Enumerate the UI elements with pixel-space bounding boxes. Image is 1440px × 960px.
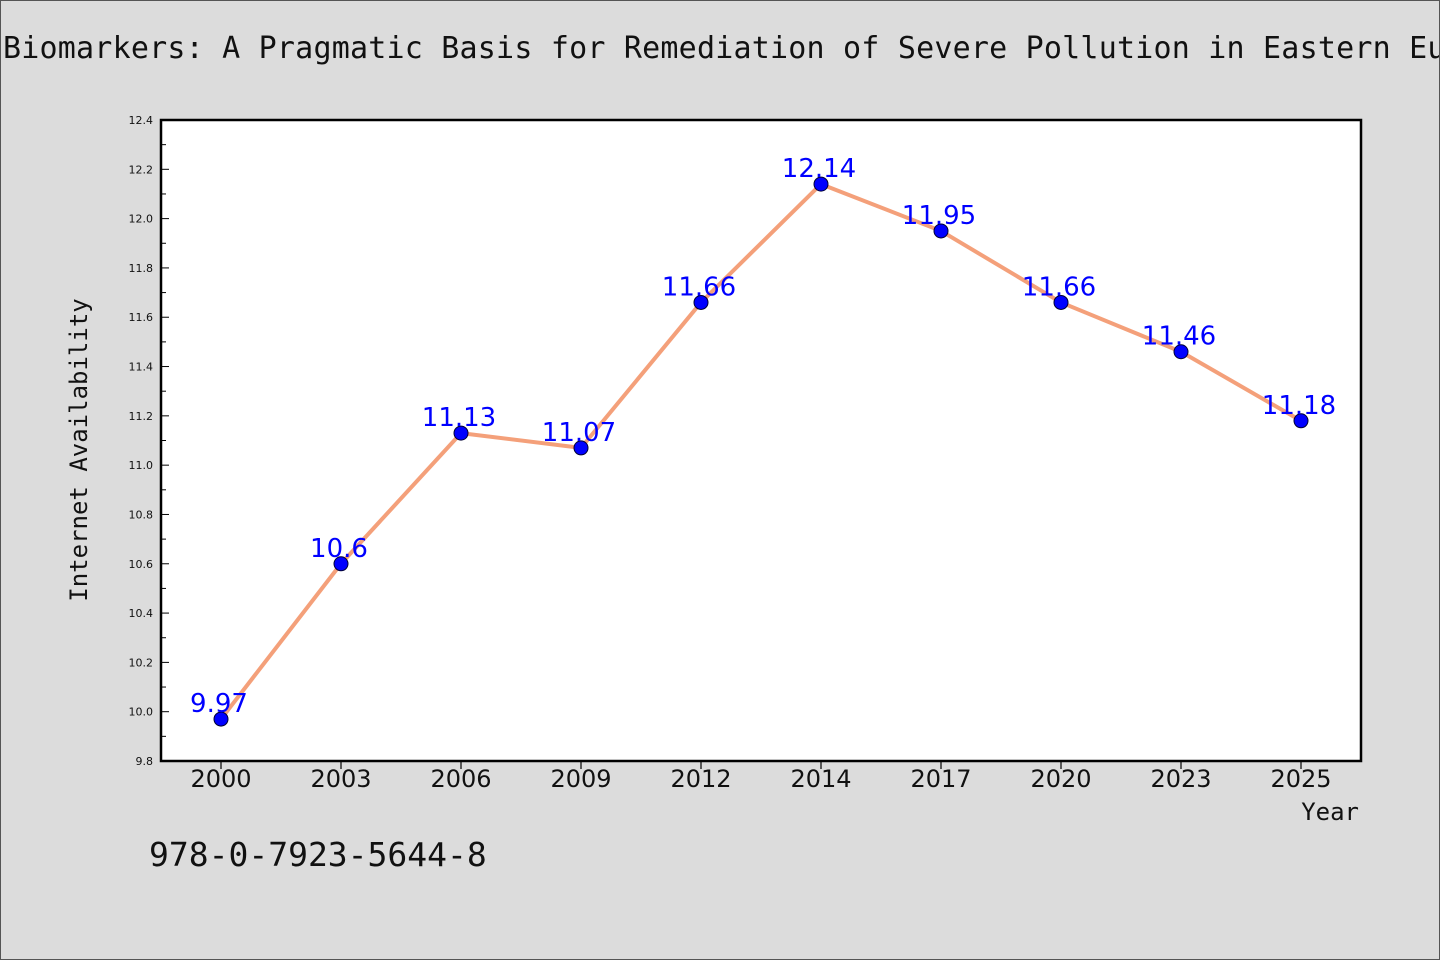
x-tick-label: 2020 [1030, 765, 1091, 793]
data-point [693, 294, 709, 310]
y-tick-label: 11.2 [129, 410, 154, 423]
y-tick-label: 10.2 [129, 656, 154, 669]
data-label: 12.14 [782, 154, 856, 184]
x-tick-label: 2003 [310, 765, 371, 793]
y-tick-label: 11.8 [129, 262, 154, 275]
x-tick-label: 2017 [910, 765, 971, 793]
data-label: 11.95 [902, 201, 976, 231]
data-label: 10.6 [310, 534, 368, 564]
y-tick-label: 10.6 [129, 558, 154, 571]
x-tick-label: 2006 [430, 765, 491, 793]
series-line [219, 182, 1302, 721]
y-tick-label: 11.0 [129, 459, 154, 472]
data-label: 9.97 [190, 689, 248, 719]
data-label: 11.18 [1262, 391, 1336, 421]
y-tick-label: 12.0 [129, 213, 154, 226]
x-tick-label: 2014 [790, 765, 851, 793]
data-label: 11.07 [542, 418, 616, 448]
y-tick-label: 10.4 [129, 607, 154, 620]
y-tick-label: 10.0 [129, 706, 154, 719]
y-tick-label: 9.8 [136, 755, 154, 768]
data-label: 11.66 [1022, 272, 1096, 302]
x-axis: 2000 2003 2006 2009 2012 2014 2017 2020 2023 2025 [190, 761, 1332, 793]
data-point [1053, 294, 1069, 310]
data-point [813, 176, 829, 192]
data-point [1173, 344, 1189, 360]
x-axis-label: Year [1301, 798, 1359, 826]
x-tick-label: 2023 [1150, 765, 1211, 793]
data-point [333, 556, 349, 572]
series-layer: 9.97 10.6 11.13 11.07 11.66 12.14 11.95 11.66 11… [190, 154, 1336, 727]
plot-area [159, 118, 1363, 763]
x-tick-label: 2009 [550, 765, 611, 793]
data-point [213, 711, 229, 727]
data-label: 11.66 [662, 272, 736, 302]
y-tick-label: 12.4 [129, 114, 154, 127]
y-axis-label: Internet Availability [65, 298, 93, 601]
x-tick-label: 2012 [670, 765, 731, 793]
y-tick-label: 12.2 [129, 163, 154, 176]
chart-title: Biomarkers: A Pragmatic Basis for Remedi… [3, 31, 1440, 66]
data-label: 11.13 [422, 403, 496, 433]
y-axis: 9.8 10.0 10.2 10.4 10.6 10.8 11.0 11.2 11.4 11.6 1… [129, 114, 169, 768]
data-point [1293, 413, 1309, 429]
x-tick-label: 2000 [190, 765, 251, 793]
y-tick-label: 10.8 [129, 508, 154, 521]
data-label: 11.46 [1142, 322, 1216, 352]
data-point [933, 223, 949, 239]
x-tick-label: 2025 [1270, 765, 1331, 793]
y-tick-label: 11.6 [129, 311, 154, 324]
footer-code: 978-0-7923-5644-8 [149, 835, 487, 874]
data-point [573, 440, 589, 456]
y-tick-label: 11.4 [129, 361, 154, 374]
data-point [453, 425, 469, 441]
